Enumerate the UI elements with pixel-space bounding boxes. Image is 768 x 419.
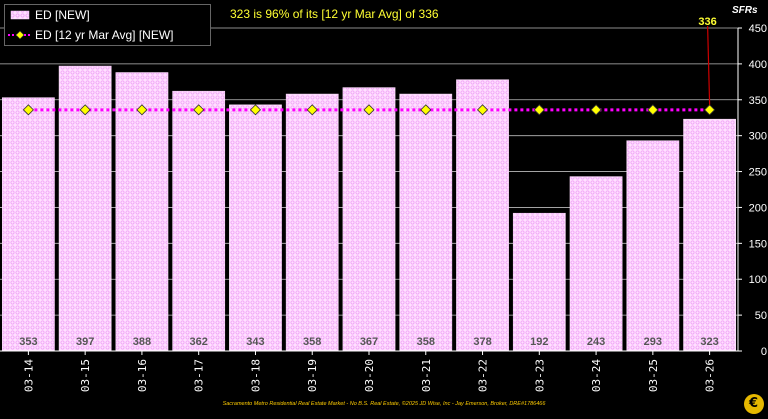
legend-item-line: ED [12 yr Mar Avg] [NEW] bbox=[5, 25, 210, 45]
average-marker bbox=[420, 104, 432, 116]
chart-headline: 323 is 96% of its [12 yr Mar Avg] of 336 bbox=[230, 7, 439, 21]
legend-line-label: ED [12 yr Mar Avg] [NEW] bbox=[35, 28, 174, 42]
bar-value-label: 378 bbox=[473, 336, 491, 348]
bar-value-label: 358 bbox=[303, 336, 321, 348]
y-tick-label: 200 bbox=[749, 202, 767, 214]
bar bbox=[626, 140, 680, 352]
footer-credit: Sacramento Metro Residential Real Estate… bbox=[222, 401, 546, 407]
bar-value-label: 397 bbox=[76, 336, 94, 348]
average-marker bbox=[249, 104, 262, 116]
x-tick-label: 03-21 bbox=[420, 359, 433, 392]
average-callout: 336 bbox=[698, 16, 717, 105]
average-marker bbox=[306, 104, 318, 116]
y-tick-label: 300 bbox=[749, 131, 767, 143]
axes: 0 50 100 150 200 250 300 350 400 450 03-14 03-15 03-… bbox=[0, 23, 767, 392]
callout-label: 336 bbox=[698, 16, 716, 28]
y-tick-label: 0 bbox=[761, 346, 767, 358]
average-marker bbox=[193, 104, 205, 116]
bar bbox=[172, 90, 226, 352]
average-line-series bbox=[22, 104, 716, 116]
x-tick-label: 03-17 bbox=[193, 359, 206, 392]
legend-bar-label: ED [NEW] bbox=[35, 8, 90, 22]
x-tick-label: 03-26 bbox=[704, 359, 717, 392]
bar bbox=[569, 176, 623, 352]
bar-value-label: 367 bbox=[360, 336, 378, 348]
average-marker bbox=[136, 104, 148, 116]
bar-value-label: 323 bbox=[700, 336, 718, 348]
average-marker bbox=[704, 104, 716, 116]
x-tick-label: 03-23 bbox=[533, 359, 546, 392]
y-axis-unit-label: SFRs bbox=[732, 5, 758, 16]
bar-value-label: 358 bbox=[417, 336, 435, 348]
y-tick-label: 350 bbox=[749, 95, 767, 107]
average-marker bbox=[476, 104, 489, 116]
bar bbox=[2, 97, 55, 352]
x-tick-label: 03-19 bbox=[306, 359, 319, 392]
x-tick-label: 03-14 bbox=[22, 359, 35, 392]
bar bbox=[683, 118, 736, 352]
average-marker bbox=[22, 104, 34, 116]
y-tick-label: 400 bbox=[749, 59, 767, 71]
bar bbox=[399, 93, 453, 352]
bar-series bbox=[2, 65, 736, 352]
bar bbox=[229, 104, 282, 352]
average-marker bbox=[79, 104, 91, 116]
y-tick-label: 250 bbox=[749, 167, 767, 179]
callout-line bbox=[707, 25, 711, 105]
bar-value-label: 353 bbox=[19, 336, 37, 348]
bar-value-labels: 353 397 388 362 343 358 367 358 378 192 243 293 323 bbox=[19, 336, 719, 348]
bar-value-label: 293 bbox=[644, 336, 662, 348]
x-tick-label: 03-20 bbox=[363, 359, 376, 392]
bar bbox=[512, 212, 566, 352]
y-tick-label: 50 bbox=[755, 310, 767, 322]
average-marker bbox=[647, 104, 659, 116]
bar-value-label: 343 bbox=[246, 336, 264, 348]
legend-item-bar: ED [NEW] bbox=[5, 5, 210, 25]
y-tick-label: 100 bbox=[749, 274, 767, 286]
bar bbox=[456, 79, 509, 352]
average-marker bbox=[590, 104, 602, 116]
y-tick-label: 450 bbox=[749, 23, 767, 35]
legend: ED [NEW] ED [12 yr Mar Avg] [NEW] bbox=[4, 4, 211, 46]
bar-value-label: 362 bbox=[190, 336, 208, 348]
y-tick-label: 150 bbox=[749, 238, 767, 250]
legend-line-swatch bbox=[8, 30, 32, 40]
bar-value-label: 388 bbox=[133, 336, 151, 348]
x-tick-label: 03-25 bbox=[647, 359, 660, 392]
bar bbox=[342, 87, 396, 352]
x-tick-label: 03-18 bbox=[249, 359, 262, 392]
legend-bar-swatch bbox=[10, 10, 30, 20]
brand-logo: € bbox=[744, 394, 764, 414]
bar bbox=[285, 93, 339, 352]
x-tick-label: 03-24 bbox=[590, 359, 603, 392]
x-tick-label: 03-22 bbox=[477, 359, 490, 392]
bar-value-label: 243 bbox=[587, 336, 605, 348]
bar-value-label: 192 bbox=[530, 336, 548, 348]
average-marker bbox=[363, 104, 375, 116]
x-tick-label: 03-16 bbox=[136, 359, 149, 392]
x-tick-label: 03-15 bbox=[79, 359, 92, 392]
average-marker bbox=[533, 104, 545, 116]
